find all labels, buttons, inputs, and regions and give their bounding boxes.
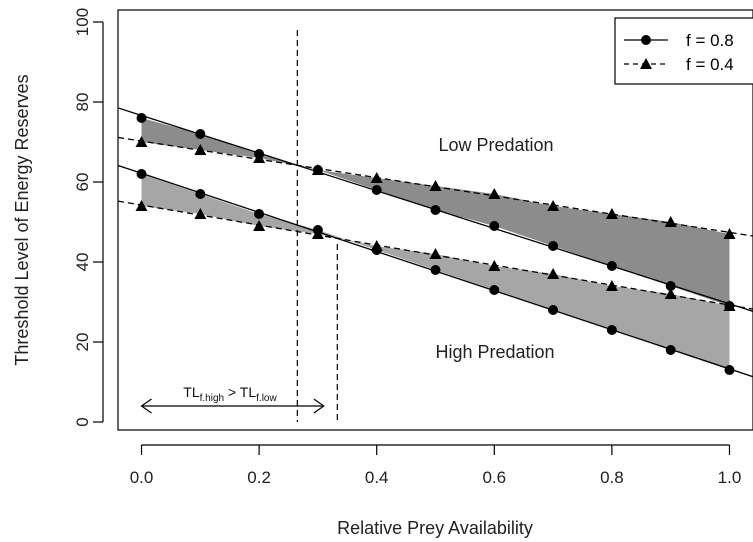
point-s3-1 [194, 208, 207, 219]
point-s3-10 [723, 300, 736, 311]
point-s1-8 [605, 208, 618, 219]
legend: f = 0.8 f = 0.4 [614, 17, 753, 85]
y-axis: 0 20 40 60 80 100 [73, 8, 104, 427]
point-s0-1 [195, 129, 206, 139]
point-s1-2 [253, 152, 266, 163]
point-s2-2 [254, 209, 265, 219]
point-s2-0 [136, 169, 147, 179]
point-s2-8 [606, 325, 617, 335]
point-s1-6 [488, 188, 501, 199]
y-tick-label-5: 100 [73, 8, 92, 36]
point-s2-6 [489, 285, 500, 295]
legend-triangle-marker [640, 58, 652, 69]
point-s3-7 [547, 268, 560, 279]
threshold-range-arrow [140, 398, 325, 414]
x-tick-label-1: 0.2 [247, 468, 271, 487]
legend-circle-marker [641, 35, 651, 45]
arrow-label-gt: > [224, 384, 240, 400]
y-tick-label-1: 20 [73, 333, 92, 352]
point-s2-7 [548, 305, 559, 315]
point-s0-8 [606, 261, 617, 271]
legend-label-f04: f = 0.4 [686, 55, 734, 74]
point-s3-6 [488, 260, 501, 271]
x-tick-label-5: 1.0 [718, 468, 742, 487]
point-s2-10 [724, 365, 735, 375]
y-tick-label-3: 60 [73, 173, 92, 192]
series-markers [135, 113, 736, 375]
arrow-label-tl2: TL [240, 384, 257, 400]
x-tick-label-0: 0.0 [130, 468, 154, 487]
point-s1-3 [311, 164, 324, 175]
y-tick-label-2: 40 [73, 253, 92, 272]
arrow-label-sub2: f.low [256, 393, 277, 404]
point-s3-2 [253, 220, 266, 231]
arrow-label: TLf.high > TLf.low [183, 384, 277, 404]
point-s1-9 [664, 216, 677, 227]
point-s0-5 [430, 205, 441, 215]
point-s3-4 [370, 240, 383, 251]
point-s3-0 [135, 200, 148, 211]
shaded-regions [141, 118, 730, 370]
y-tick-label-0: 0 [73, 417, 92, 426]
shade-high-predation [141, 174, 730, 370]
point-s1-0 [135, 136, 148, 147]
point-s3-9 [664, 288, 677, 299]
point-s2-9 [665, 345, 676, 355]
point-s1-1 [194, 144, 207, 155]
point-s0-4 [371, 185, 382, 195]
point-s1-10 [723, 228, 736, 239]
point-s0-7 [548, 241, 559, 251]
point-s3-8 [605, 280, 618, 291]
y-tick-label-4: 80 [73, 93, 92, 112]
point-s2-1 [195, 189, 206, 199]
point-s2-5 [430, 265, 441, 275]
point-s0-6 [489, 221, 500, 231]
point-s3-3 [311, 228, 324, 239]
crossover-lines [296, 30, 338, 422]
x-tick-label-3: 0.6 [482, 468, 506, 487]
high-predation-label: High Predation [435, 342, 554, 362]
y-axis-label: Threshold Level of Energy Reserves [12, 74, 32, 365]
point-s0-0 [136, 113, 147, 123]
legend-box [614, 17, 753, 85]
point-s1-7 [547, 200, 560, 211]
arrow-label-tl1: TL [183, 384, 200, 400]
x-axis: 0.0 0.2 0.4 0.6 0.8 1.0 [130, 444, 742, 487]
arrow-head-right [313, 398, 325, 414]
point-s3-5 [429, 248, 442, 259]
point-s1-5 [429, 180, 442, 191]
x-axis-label: Relative Prey Availability [337, 518, 533, 538]
x-tick-label-2: 0.4 [365, 468, 389, 487]
plot-frame [117, 9, 753, 431]
legend-label-f08: f = 0.8 [686, 31, 734, 50]
point-s0-9 [665, 281, 676, 291]
arrow-label-sub1: f.high [200, 393, 224, 404]
low-predation-label: Low Predation [438, 135, 553, 155]
arrow-head-left [140, 398, 152, 414]
point-s1-4 [370, 172, 383, 183]
x-tick-label-4: 0.8 [600, 468, 624, 487]
